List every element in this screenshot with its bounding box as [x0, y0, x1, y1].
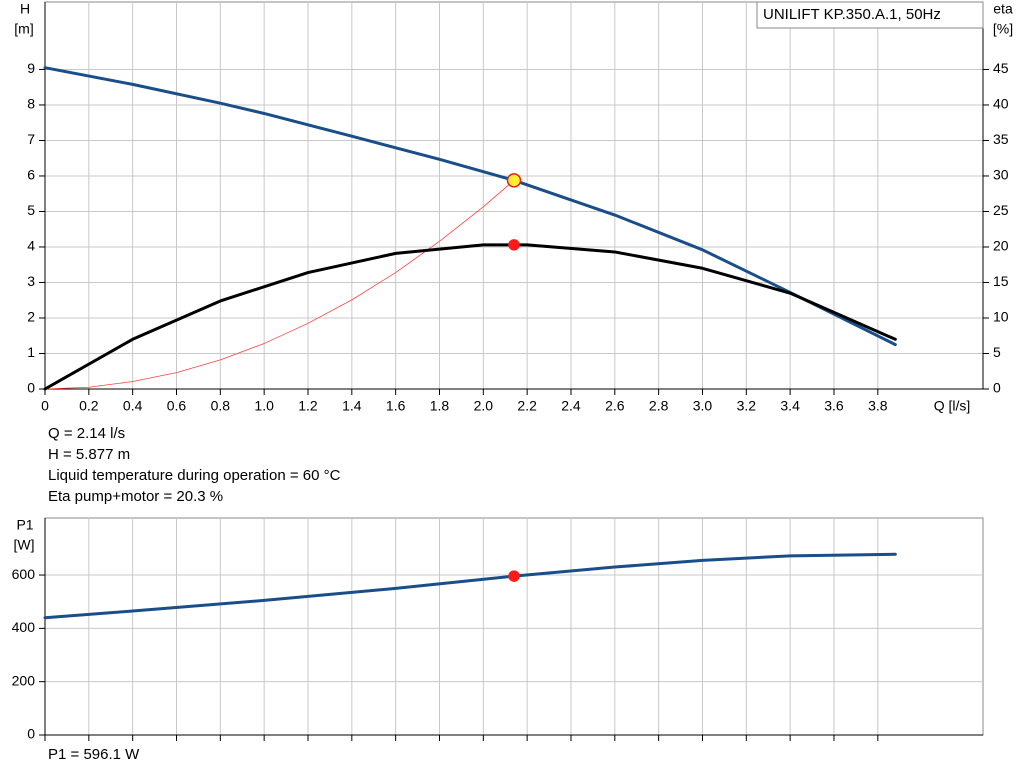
y2-axis-unit: [%] — [993, 21, 1013, 37]
x-tick-label: 2.2 — [517, 398, 537, 414]
y2-tick-label: 0 — [993, 380, 1001, 396]
y-tick-label: 2 — [27, 309, 35, 325]
y-tick-label: 5 — [27, 202, 35, 218]
annotation: Liquid temperature during operation = 60… — [48, 467, 341, 484]
y-tick-label: 600 — [12, 566, 36, 582]
y-axis-unit: [W] — [14, 537, 35, 553]
y-tick-label: 7 — [27, 131, 35, 147]
x-axis-label: Q [l/s] — [934, 398, 971, 414]
y-tick-label: 4 — [27, 238, 35, 254]
y2-tick-label: 45 — [993, 60, 1009, 76]
y2-tick-label: 5 — [993, 344, 1001, 360]
y2-tick-label: 30 — [993, 167, 1009, 183]
plot-area — [44, 517, 984, 736]
x-tick-label: 0 — [41, 398, 49, 414]
y-axis-label: P1 — [16, 517, 33, 533]
curve — [44, 179, 515, 390]
x-tick-label: 3.0 — [693, 398, 713, 414]
x-tick-label: 3.2 — [737, 398, 757, 414]
plot-area — [44, 1, 984, 390]
operating-point — [506, 173, 522, 188]
y-tick-label: 8 — [27, 96, 35, 112]
x-tick-label: 0.6 — [167, 398, 187, 414]
x-tick-label: 3.8 — [868, 398, 888, 414]
x-tick-label: 2.0 — [474, 398, 494, 414]
annotation: Eta pump+motor = 20.3 % — [48, 488, 223, 505]
y-tick-label: 0 — [27, 726, 35, 742]
x-tick-label: 2.8 — [649, 398, 669, 414]
y-tick-label: 3 — [27, 273, 35, 289]
y-tick-label: 0 — [27, 380, 35, 396]
y-tick-label: 6 — [27, 167, 35, 183]
y2-tick-label: 40 — [993, 96, 1009, 112]
annotation: H = 5.877 m — [48, 446, 130, 463]
y2-tick-label: 15 — [993, 273, 1009, 289]
y2-tick-label: 25 — [993, 202, 1009, 218]
x-tick-label: 0.8 — [211, 398, 231, 414]
y-axis-unit: [m] — [14, 21, 33, 37]
legend-text: UNILIFT KP.350.A.1, 50Hz — [763, 6, 941, 23]
x-tick-label: 1.2 — [298, 398, 318, 414]
y2-axis-label: eta — [993, 1, 1013, 17]
x-tick-label: 1.6 — [386, 398, 406, 414]
legend-box — [756, 1, 984, 29]
x-tick-label: 1.0 — [254, 398, 274, 414]
x-tick-label: 0.4 — [123, 398, 143, 414]
y2-tick-label: 20 — [993, 238, 1009, 254]
curve — [43, 66, 897, 347]
y-tick-label: 1 — [27, 344, 35, 360]
x-tick-label: 0.2 — [79, 398, 99, 414]
x-tick-label: 1.4 — [342, 398, 362, 414]
x-tick-label: 2.4 — [561, 398, 581, 414]
y-tick-label: 200 — [12, 672, 36, 688]
annotation: Q = 2.14 l/s — [48, 425, 125, 442]
y-tick-label: 400 — [12, 619, 36, 635]
y2-tick-label: 35 — [993, 131, 1009, 147]
y-axis-label: H — [20, 1, 30, 17]
operating-point — [508, 570, 520, 582]
y-tick-label: 9 — [27, 60, 35, 76]
annotation: P1 = 596.1 W — [48, 746, 140, 763]
curve — [43, 243, 897, 391]
x-tick-label: 3.4 — [780, 398, 800, 414]
x-tick-label: 3.6 — [824, 398, 844, 414]
y2-tick-label: 10 — [993, 309, 1009, 325]
operating-point — [508, 239, 520, 251]
x-tick-label: 1.8 — [430, 398, 450, 414]
x-tick-label: 2.6 — [605, 398, 625, 414]
